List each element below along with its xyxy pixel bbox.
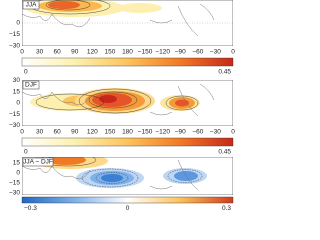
y-tick-label: 15 (13, 160, 21, 167)
label-box (22, 0, 40, 10)
label-box (22, 157, 54, 167)
x-tick-label: −30 (210, 129, 221, 136)
x-tick-label: 0 (231, 129, 235, 136)
label-box (22, 80, 40, 90)
x-tick-label: −120 (155, 129, 170, 136)
colorbar-label: 0 (24, 69, 28, 76)
y-tick-label: −15 (9, 180, 20, 187)
x-tick-label: 180 (122, 49, 133, 56)
panel-label: DJF (25, 82, 37, 89)
y-tick-label: −30 (9, 43, 20, 50)
x-tick-label: −90 (175, 129, 186, 136)
x-tick-label: −60 (192, 49, 203, 56)
y-tick-label: −30 (9, 190, 20, 197)
x-tick-label: 30 (36, 129, 44, 136)
colorbar (21, 137, 234, 147)
x-tick-label: 90 (71, 129, 79, 136)
x-tick-label: 0 (231, 49, 235, 56)
colorbar-label: −0.3 (24, 205, 37, 211)
y-tick-label: −30 (9, 122, 20, 129)
colorbar-label: 0 (24, 149, 28, 156)
y-tick-label: −15 (9, 31, 20, 38)
colorbar (21, 196, 234, 204)
map-diff (22, 157, 233, 195)
y-tick-label: −15 (9, 111, 20, 118)
colorbar-label: 0.3 (222, 205, 231, 211)
x-tick-label: −150 (138, 49, 153, 56)
colorbar-label: 0.45 (218, 149, 231, 156)
figure: JJA DJF JJA − (9, 0, 235, 212)
map-djf (22, 80, 233, 126)
x-tick-label: −150 (138, 129, 153, 136)
page: JJA DJF JJA − (8, 0, 236, 212)
y-tick-label: 0 (16, 170, 20, 177)
x-tick-label: −30 (210, 49, 221, 56)
x-tick-label: 150 (104, 49, 115, 56)
x-tick-label: −90 (175, 49, 186, 56)
colorbar (21, 57, 234, 67)
y-tick-label: 30 (13, 77, 21, 84)
map-jja (22, 0, 233, 46)
y-tick-label: 0 (16, 20, 20, 27)
x-tick-label: 120 (87, 49, 98, 56)
colorbar-label: 0.45 (218, 69, 231, 76)
x-tick-label: 0 (20, 129, 24, 136)
x-tick-label: 150 (104, 129, 115, 136)
colorbar-label: 0 (126, 205, 130, 211)
x-tick-label: 90 (71, 49, 79, 56)
x-tick-label: 0 (20, 49, 24, 56)
x-tick-label: 180 (122, 129, 133, 136)
x-tick-label: 120 (87, 129, 98, 136)
x-tick-label: 30 (36, 49, 44, 56)
panel-label: JJA − DJF (23, 159, 53, 166)
x-tick-label: 60 (54, 49, 62, 56)
x-tick-label: −120 (155, 49, 170, 56)
x-tick-label: −60 (192, 129, 203, 136)
y-tick-label: 0 (16, 100, 20, 107)
panel-label: JJA (26, 2, 38, 9)
y-tick-label: 15 (13, 88, 21, 95)
x-tick-label: 60 (54, 129, 62, 136)
